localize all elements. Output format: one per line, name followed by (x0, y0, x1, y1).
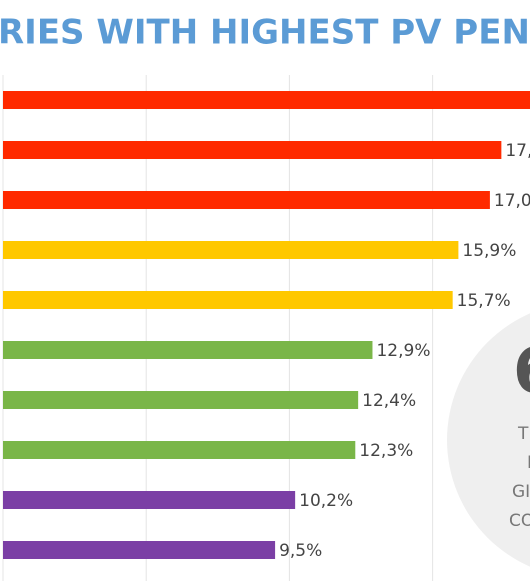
bar (3, 491, 296, 509)
value-label: 17,0% (494, 191, 530, 211)
bar (3, 91, 530, 109)
value-label: 12,3% (359, 441, 413, 461)
callout-text: 6 (513, 334, 530, 407)
callout-text: CO (509, 511, 530, 531)
bar (3, 191, 490, 209)
value-label: 10,2% (299, 491, 353, 511)
chart-title: RIES WITH HIGHEST PV PENE (0, 13, 530, 53)
value-label: 17,4% (505, 141, 530, 161)
bar (3, 241, 459, 259)
callout-text: I (527, 453, 530, 473)
bar (3, 141, 502, 159)
callout-circle (447, 313, 530, 567)
bar (3, 541, 276, 559)
bar (3, 391, 359, 409)
value-label: 15,9% (462, 241, 516, 261)
bar (3, 341, 373, 359)
value-label: 15,7% (457, 291, 511, 311)
bar (3, 441, 356, 459)
bar (3, 291, 453, 309)
callout-text: T (517, 424, 529, 444)
value-label: 12,4% (362, 391, 416, 411)
value-label: 9,5% (279, 541, 322, 561)
callout-text: GI (512, 482, 530, 502)
value-label: 12,9% (376, 341, 430, 361)
